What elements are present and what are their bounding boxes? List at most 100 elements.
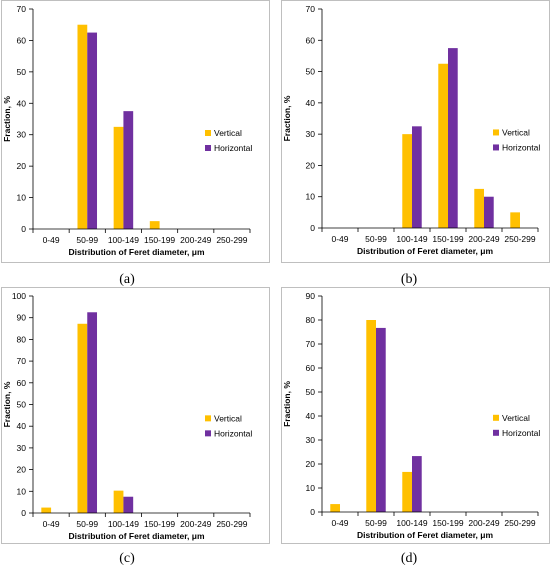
legend-swatch-horizontal [493, 429, 499, 436]
y-tick-label: 20 [306, 459, 316, 469]
y-tick-label: 70 [17, 4, 27, 14]
x-tick-label: 200-249 [180, 235, 211, 245]
y-tick-label: 40 [17, 421, 27, 431]
bar-horizontal-100-149 [123, 496, 134, 513]
x-tick-label: 150-199 [432, 234, 463, 244]
y-tick-label: 30 [306, 435, 316, 445]
y-tick-label: 60 [17, 378, 27, 388]
chart-panel-2: 0 10 20 30 40 50 60 70 0-49 50-99 100-149 150-199 20… [281, 0, 550, 287]
bar-vertical-100-149 [113, 126, 124, 229]
y-tick-label: 30 [306, 129, 316, 139]
y-tick-label: 10 [17, 486, 27, 496]
panel-caption: (c) [119, 551, 135, 566]
y-tick-label: 0 [21, 508, 26, 518]
x-tick-label: 0-49 [331, 234, 348, 244]
bar-vertical-200-249 [474, 188, 484, 228]
y-tick-label: 10 [17, 193, 27, 203]
x-tick-label: 250-299 [216, 235, 247, 245]
x-tick-label: 100-149 [108, 235, 139, 245]
bar-horizontal-50-99 [87, 312, 98, 513]
y-tick-label: 50 [17, 67, 27, 77]
bar-vertical-100-149 [402, 134, 412, 228]
y-tick-label: 60 [306, 363, 316, 373]
legend-swatch-horizontal [205, 145, 211, 151]
bar-vertical-50-99 [77, 24, 88, 230]
y-tick-label: 70 [306, 339, 316, 349]
x-tick-label: 250-299 [504, 234, 535, 244]
x-tick-label: 50-99 [365, 518, 387, 528]
x-tick-label: 150-199 [432, 518, 463, 528]
x-axis-title: Distribution of Feret diameter, μm [68, 247, 204, 257]
x-tick-label: 100-149 [396, 518, 427, 528]
y-tick-label: 90 [306, 291, 316, 301]
bar-horizontal-50-99 [87, 32, 98, 230]
legend-label-vertical: Vertical [214, 413, 242, 423]
y-axis-title: Fraction, % [2, 381, 12, 427]
legend-label-horizontal: Horizontal [214, 428, 252, 438]
y-tick-label: 20 [306, 160, 316, 170]
y-tick-label: 40 [306, 98, 316, 108]
y-tick-label: 0 [310, 507, 315, 517]
y-tick-label: 70 [17, 356, 27, 366]
legend-swatch-vertical [205, 130, 211, 136]
x-tick-label: 200-249 [468, 518, 499, 528]
y-tick-label: 60 [17, 35, 27, 45]
bar-vertical-0-49 [41, 507, 52, 513]
legend-swatch-vertical [493, 129, 499, 136]
panel-caption: (b) [401, 272, 418, 287]
y-tick-label: 10 [306, 192, 316, 202]
x-tick-label: 200-249 [180, 519, 211, 529]
legend-swatch-vertical [493, 414, 499, 421]
y-tick-label: 30 [17, 443, 27, 453]
chart-panel-3: 0 10 20 30 40 50 60 70 80 90 100 0-49 50-99 100-149 15… [1, 287, 270, 566]
legend-label-vertical: Vertical [502, 127, 530, 137]
x-axis-title: Distribution of Feret diameter, μm [357, 246, 493, 256]
x-tick-label: 250-299 [504, 518, 535, 528]
x-tick-label: 150-199 [144, 519, 175, 529]
y-tick-label: 40 [306, 411, 316, 421]
bar-vertical-50-99 [366, 320, 376, 512]
y-axis-title: Fraction, % [282, 381, 292, 427]
panel-caption: (a) [119, 272, 135, 287]
x-tick-label: 100-149 [108, 519, 139, 529]
x-tick-label: 50-99 [365, 234, 387, 244]
bar-horizontal-200-249 [484, 196, 494, 228]
y-tick-label: 20 [17, 161, 27, 171]
y-axis-title: Fraction, % [282, 95, 292, 141]
bar-horizontal-100-149 [412, 456, 422, 512]
legend-label-vertical: Vertical [502, 413, 530, 423]
x-axis-title: Distribution of Feret diameter, μm [68, 531, 204, 541]
x-tick-label: 0-49 [43, 235, 60, 245]
y-tick-label: 10 [306, 483, 316, 493]
y-tick-label: 80 [17, 334, 27, 344]
y-axis-title: Fraction, % [2, 96, 12, 142]
chart-panel-1: 0 10 20 30 40 50 60 70 0-49 50-99 100-149 150-199 20… [1, 0, 270, 287]
y-tick-label: 60 [306, 35, 316, 45]
legend-label-horizontal: Horizontal [502, 142, 540, 152]
bar-horizontal-150-199 [448, 48, 458, 228]
y-tick-label: 90 [17, 313, 27, 323]
legend-label-horizontal: Horizontal [214, 143, 252, 153]
bar-vertical-100-149 [402, 471, 412, 512]
bar-horizontal-50-99 [376, 327, 386, 512]
bar-horizontal-100-149 [123, 111, 134, 229]
legend-swatch-horizontal [493, 144, 499, 151]
x-tick-label: 250-299 [216, 519, 247, 529]
y-tick-label: 100 [12, 291, 26, 301]
legend-label-horizontal: Horizontal [502, 428, 540, 438]
legend-swatch-vertical [205, 415, 211, 422]
panel-caption: (d) [401, 551, 418, 566]
bar-vertical-150-199 [438, 63, 448, 228]
x-axis-title: Distribution of Feret diameter, μm [357, 530, 493, 540]
y-tick-label: 50 [306, 387, 316, 397]
bar-vertical-250-299 [510, 212, 520, 228]
bar-vertical-150-199 [149, 221, 160, 229]
y-tick-label: 30 [17, 130, 27, 140]
chart-frame [1, 287, 270, 544]
chart-panel-4: 0 10 20 30 40 50 60 70 80 90 0-49 50-99 100-149 150-1… [281, 287, 550, 566]
y-tick-label: 40 [17, 98, 27, 108]
y-tick-label: 20 [17, 465, 27, 475]
bar-vertical-0-49 [330, 504, 340, 512]
y-tick-label: 80 [306, 315, 316, 325]
